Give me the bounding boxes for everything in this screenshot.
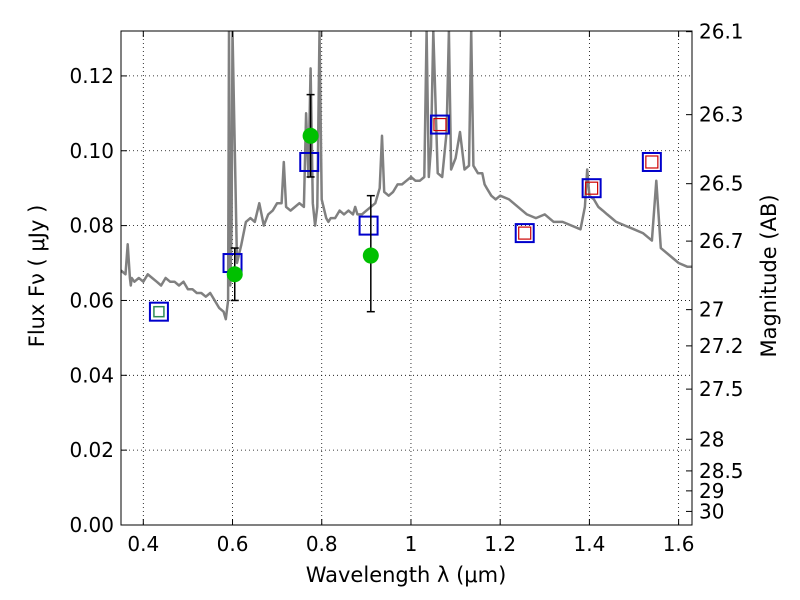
plot-frame bbox=[120, 30, 693, 526]
observed-point bbox=[302, 127, 319, 144]
right-axis-label: Magnitude (AB) bbox=[757, 194, 781, 357]
tick-marks bbox=[121, 31, 692, 526]
spectrum-layer bbox=[121, 31, 692, 321]
right-tick-label: 30 bbox=[699, 499, 724, 523]
spectrum-line bbox=[121, 31, 692, 321]
model-point-box bbox=[148, 301, 169, 322]
model-point-box bbox=[514, 223, 535, 244]
right-tick-label: 26.1 bbox=[699, 20, 744, 44]
y-tick-label: 0.02 bbox=[69, 438, 114, 462]
right-tick-label: 27.5 bbox=[699, 377, 744, 401]
model-point-box bbox=[358, 215, 379, 236]
x-tick-labels: 0.4 0.6 0.8 1 1.2 1.4 1.6 bbox=[127, 532, 694, 556]
y-tick-label: 0.06 bbox=[69, 288, 114, 312]
model-point-box bbox=[581, 178, 602, 199]
y-tick-label: 0.12 bbox=[69, 64, 114, 88]
right-tick-label: 28 bbox=[699, 427, 724, 451]
right-tick-label: 26.3 bbox=[699, 103, 744, 127]
points-layer bbox=[148, 93, 662, 322]
y-tick-label: 0.10 bbox=[69, 139, 114, 163]
observed-point bbox=[362, 247, 379, 264]
x-tick-label: 1.4 bbox=[573, 532, 605, 556]
right-tick-label: 27 bbox=[699, 298, 724, 322]
right-tick-label: 29 bbox=[699, 479, 724, 503]
right-tick-label: 26.5 bbox=[699, 172, 744, 196]
y-tick-label: 0.00 bbox=[69, 513, 114, 537]
right-tick-label: 26.7 bbox=[699, 229, 744, 253]
model-point-inner-red bbox=[585, 181, 599, 195]
y-tick-label: 0.04 bbox=[69, 363, 114, 387]
model-point-inner-red bbox=[433, 117, 447, 132]
y-axis-label: Flux Fν ( μJy ) bbox=[25, 205, 49, 348]
right-tick-label: 28.5 bbox=[699, 459, 744, 483]
y-tick-labels: 0.00 0.02 0.04 0.06 0.08 0.10 0.12 bbox=[69, 64, 114, 537]
right-tick-label: 27.2 bbox=[699, 334, 744, 358]
grid-lines bbox=[121, 31, 692, 526]
y-tick-label: 0.08 bbox=[69, 214, 114, 238]
x-tick-label: 1 bbox=[405, 532, 418, 556]
x-tick-label: 1.2 bbox=[484, 532, 516, 556]
model-point-inner-red bbox=[645, 155, 659, 169]
model-point-inner-red bbox=[518, 226, 532, 240]
x-axis-label: Wavelength λ (μm) bbox=[306, 563, 507, 587]
model-point-box bbox=[299, 151, 320, 172]
model-point-box bbox=[429, 114, 450, 135]
observed-point bbox=[226, 266, 243, 283]
x-tick-label: 0.6 bbox=[217, 532, 249, 556]
model-point-box bbox=[641, 151, 662, 172]
x-tick-label: 1.6 bbox=[663, 532, 695, 556]
x-tick-label: 0.8 bbox=[306, 532, 338, 556]
x-tick-label: 0.4 bbox=[127, 532, 159, 556]
model-point-inner-green bbox=[153, 305, 165, 318]
